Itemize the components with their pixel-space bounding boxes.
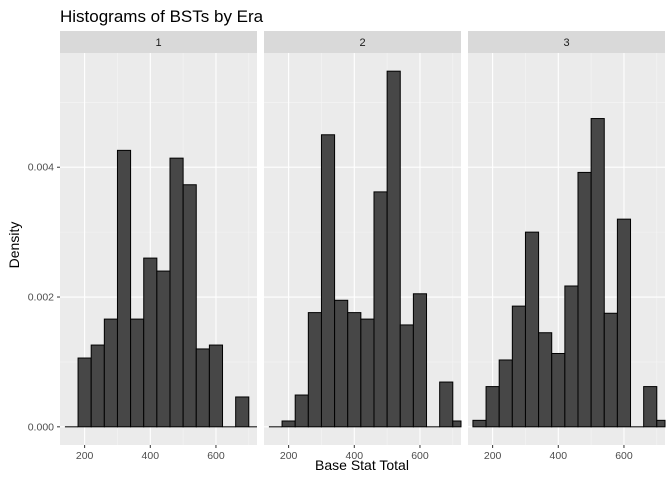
histogram-bar [281,420,296,428]
facet-panel-2: 2 200 400 600 [264,31,462,462]
histogram-bar [412,293,428,428]
histogram-bar [498,359,513,428]
chart-title: Histograms of BSTs by Era [60,7,264,26]
x-tick-label: 400 [346,450,364,462]
y-tick-label: 0.000 [28,421,54,433]
histogram-bar [130,318,145,428]
histogram-bar [538,332,553,428]
histogram-bar [235,396,250,428]
histogram-bar [347,312,362,428]
histogram-bar [360,318,375,428]
histogram-bar [472,419,487,428]
histogram-bar [551,352,566,428]
facet-strip-label: 2 [359,37,365,49]
facet-strip [468,31,665,53]
histogram-bar [294,394,309,428]
facet-strip [264,31,461,53]
histogram-bar [116,149,132,428]
x-tick-label: 600 [411,450,429,462]
facet-strip [60,31,257,53]
histogram-bar [373,191,388,428]
x-tick-label: 200 [484,450,502,462]
x-tick-label: 400 [142,450,160,462]
histogram-bar [399,324,414,428]
histogram-bar [511,305,526,428]
histogram-bar [320,134,336,428]
histogram-bar [169,157,184,428]
y-tick-label: 0.002 [28,292,54,304]
histogram-bar [452,420,462,428]
histogram-bar [143,257,158,428]
histogram-bar [182,184,197,428]
histogram-bar [643,386,658,428]
x-tick-label: 200 [280,450,298,462]
x-tick-label: 400 [550,450,568,462]
histogram-bar [156,270,171,428]
facet-panel-1: 1 200 400 600 [60,31,257,462]
histogram-bar [485,386,500,428]
facet-strip-label: 1 [155,37,161,49]
x-tick-label: 600 [207,450,225,462]
x-tick-label: 200 [76,450,94,462]
histogram-bar [616,218,632,428]
histogram-bar [590,118,605,428]
histogram-bar [195,348,210,428]
facet-panel-3: 3 200 400 600 [468,31,666,462]
x-tick-label: 600 [615,450,633,462]
histogram-bar [334,299,349,428]
histogram-bar [603,312,618,428]
histogram-bar [656,419,666,428]
histogram-bar [103,318,118,428]
histogram-bar [77,357,92,428]
facet-strip-label: 3 [563,37,569,49]
histogram-bar [208,344,224,428]
y-axis: 0.000 0.002 0.004 [28,162,60,433]
y-tick-label: 0.004 [28,162,54,174]
histogram-bar [307,312,322,428]
histogram-bar [386,70,401,428]
y-axis-title: Density [6,222,22,269]
histogram-bar [439,381,454,428]
histogram-bar [564,285,579,428]
histogram-bar [524,231,540,428]
histogram-bar [577,171,592,428]
x-axis-title: Base Stat Total [315,457,409,473]
facet-panels: 1 200 400 600 2 200 400 600 3 200 400 600 [60,31,666,462]
histogram-bar [90,344,105,428]
